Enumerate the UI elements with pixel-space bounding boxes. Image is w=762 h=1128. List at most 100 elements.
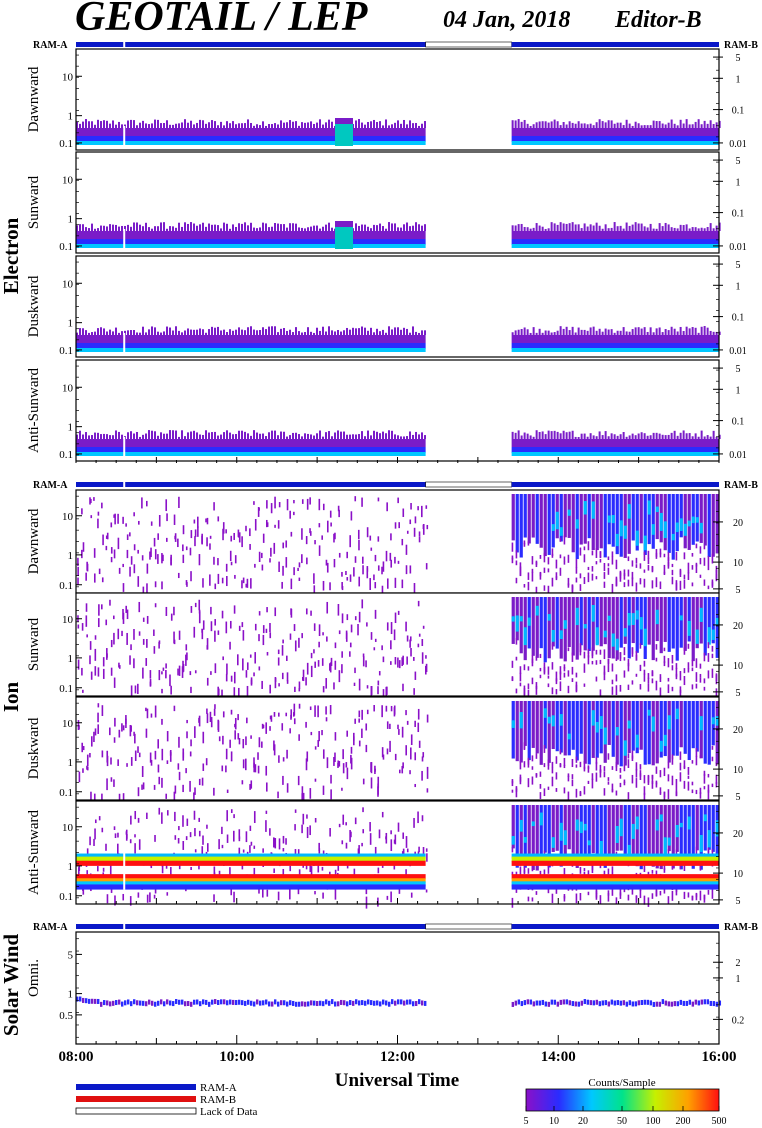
ion-dense-column — [659, 805, 663, 870]
ion-count-mark — [322, 892, 324, 899]
electron-flux-spike — [289, 329, 291, 335]
ion-count-mark — [389, 740, 391, 753]
ion-count-mark — [695, 658, 698, 668]
electron-flux-spike — [610, 329, 613, 335]
ion-count-mark — [611, 783, 614, 792]
ion-count-mark — [253, 501, 255, 505]
ion-count-mark — [397, 560, 400, 564]
solar-wind-flux — [283, 1000, 286, 1006]
ion-count-mark — [635, 895, 638, 903]
electron-flux-spike — [328, 431, 330, 439]
solar-wind-flux — [649, 1000, 653, 1006]
ion-count-mark — [667, 789, 670, 800]
solar-wind-flux — [196, 999, 199, 1005]
electron-flux-spike — [223, 222, 225, 231]
ion-count-mark — [651, 678, 654, 684]
ion-dense-column — [539, 701, 543, 765]
ion-dense-column — [575, 597, 579, 660]
ion-count-mark — [691, 781, 694, 786]
ion-count-mark — [190, 606, 193, 613]
y-right-tick-label: 1 — [736, 385, 741, 396]
ion-count-mark — [149, 551, 151, 560]
ion-count-mark — [659, 581, 662, 590]
ion-count-mark — [309, 497, 311, 505]
ion-count-mark — [82, 746, 85, 751]
electron-flux-spike — [673, 227, 676, 231]
electron-flux-spike — [274, 123, 276, 128]
electron-flux-spike — [625, 331, 628, 335]
ion-count-mark — [575, 756, 578, 763]
ion-count-mark — [102, 534, 104, 546]
ion-count-mark — [202, 763, 205, 771]
solar-wind-flux — [268, 1001, 271, 1007]
electron-flux-spike — [244, 222, 246, 231]
electron-flux-spike — [409, 226, 411, 231]
ion-count-mark — [623, 647, 626, 656]
ion-count-mark — [265, 722, 268, 734]
electron-flux-spike — [241, 223, 243, 231]
ion-count-mark — [126, 534, 129, 540]
panel-background — [76, 932, 719, 1044]
electron-flux-spike — [220, 434, 222, 439]
electron-flux-spike — [580, 123, 583, 128]
ion-count-mark — [281, 581, 283, 589]
ion-count-mark — [659, 548, 662, 555]
ion-count-mark — [422, 847, 425, 855]
electron-flux-spike — [709, 330, 712, 335]
ion-count-mark — [201, 628, 203, 633]
ion-count-mark — [82, 888, 85, 895]
electron-flux-spike — [625, 119, 628, 128]
ion-count-mark — [583, 546, 586, 551]
ion-dense-column — [543, 701, 547, 749]
electron-flux-spike — [301, 436, 303, 439]
ion-count-mark — [113, 632, 115, 645]
ion-count-mark — [406, 720, 409, 725]
electron-flux-spike — [199, 434, 201, 439]
ion-count-mark — [643, 569, 646, 573]
electron-flux-spike — [604, 431, 607, 439]
ion-dense-column — [559, 494, 563, 542]
ion-count-mark — [591, 778, 594, 789]
electron-flux-spike — [175, 326, 177, 335]
ion-count-mark — [122, 793, 125, 803]
ion-count-mark — [699, 792, 702, 799]
electron-flux-spike — [694, 227, 697, 231]
solar-wind-flux — [598, 1001, 602, 1007]
ion-count-mark — [246, 578, 249, 588]
ion-dense-column — [587, 597, 591, 651]
ion-count-mark — [318, 545, 321, 556]
ion-count-mark — [313, 649, 315, 654]
electron-flux-spike — [418, 332, 420, 335]
ion-dense-column — [647, 701, 651, 765]
ion-count-mark — [394, 522, 397, 529]
ion-count-mark — [214, 704, 216, 709]
y-right-tick-label: 1 — [736, 177, 741, 188]
electron-flux-spike — [682, 225, 685, 231]
ion-count-mark — [209, 535, 212, 539]
electron-flux-spike — [607, 120, 610, 128]
y-right-tick-label: 10 — [733, 765, 743, 776]
ion-count-mark — [349, 829, 351, 842]
ion-count-mark — [402, 832, 405, 839]
ion-count-mark — [655, 870, 658, 877]
solar-wind-flux — [577, 1001, 581, 1007]
ion-count-mark — [643, 669, 646, 675]
ion-count-mark — [373, 647, 376, 651]
solar-wind-flux — [688, 999, 692, 1005]
ion-count-mark — [246, 662, 249, 670]
ion-count-mark — [226, 789, 229, 794]
solar-wind-flux — [112, 1000, 115, 1006]
electron-flux-spike — [250, 326, 252, 335]
ion-count-mark — [305, 721, 307, 728]
ion-count-mark — [627, 792, 630, 800]
solar-wind-flux — [241, 1000, 244, 1006]
electron-flux-spike — [298, 125, 300, 128]
ion-count-mark — [138, 601, 141, 613]
ion-count-mark — [166, 760, 169, 764]
ion-count-mark — [535, 586, 538, 595]
ion-dense-column — [611, 597, 615, 659]
ram-a-segment — [511, 42, 719, 47]
ion-count-mark — [161, 688, 163, 694]
ion-count-mark — [222, 656, 224, 661]
solar-wind-flux — [214, 999, 217, 1005]
